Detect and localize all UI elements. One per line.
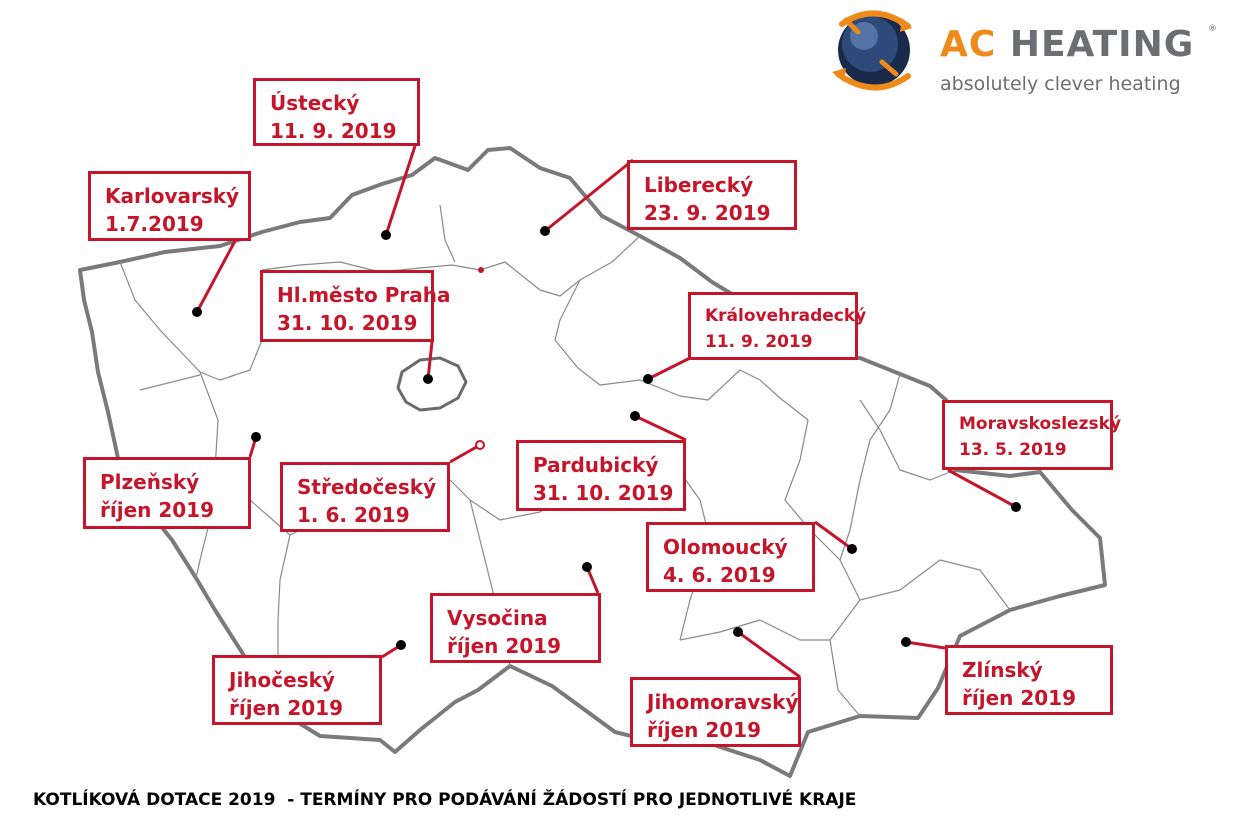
region-marker-dot [540, 226, 550, 236]
region-marker-dot [847, 544, 857, 554]
region-date: 31. 10. 2019 [533, 481, 674, 506]
region-label-moravskoslezsky: Moravskoslezský 13. 5. 2019 [942, 400, 1122, 470]
region-label-vysocina: Vysočina říjen 2019 [430, 593, 601, 663]
region-name: Vysočina [447, 606, 548, 630]
leader-line [634, 414, 687, 442]
region-date: 1. 6. 2019 [297, 503, 410, 528]
region-label-plzensky: Plzeňský říjen 2019 [83, 457, 251, 529]
region-marker-dot [582, 562, 592, 572]
brand-name: AC HEATING [940, 24, 1194, 65]
leader-line [647, 356, 691, 381]
region-name: Ústecký [270, 91, 360, 115]
region-date: 31. 10. 2019 [277, 311, 418, 336]
region-name: Jihočeský [229, 668, 335, 692]
leader-line [947, 468, 1017, 509]
leader-line [814, 520, 853, 551]
region-label-karlovarsky: Karlovarský 1.7.2019 [88, 171, 251, 241]
region-name: Moravskoslezský [959, 414, 1122, 434]
region-date: říjen 2019 [229, 696, 344, 721]
region-name: Pardubický [533, 453, 659, 477]
region-marker-dot [475, 440, 485, 450]
region-marker-dot [192, 307, 202, 317]
region-date: říjen 2019 [647, 718, 762, 743]
leader-line [737, 630, 801, 679]
region-label-ustecky: Ústecký 11. 9. 2019 [253, 78, 420, 146]
leader-line [384, 145, 417, 236]
region-label-jihomoravsky: Jihomoravský říjen 2019 [630, 677, 801, 747]
region-label-pardubicky: Pardubický 31. 10. 2019 [516, 440, 686, 511]
region-label-liberecky: Liberecký 23. 9. 2019 [627, 160, 797, 230]
region-date: 11. 9. 2019 [270, 119, 397, 144]
region-label-zlinsky: Zlínský říjen 2019 [945, 645, 1113, 715]
leader-line [544, 158, 634, 233]
brand-name-part2: HEATING [1009, 24, 1195, 65]
region-name: Jihomoravský [647, 690, 799, 714]
leader-line [905, 640, 946, 650]
region-date: říjen 2019 [100, 498, 215, 523]
region-marker-dot [733, 627, 743, 637]
region-date: říjen 2019 [962, 686, 1077, 711]
brand-tagline: absolutely clever heating [940, 73, 1181, 95]
region-label-kralovehradecky: Královehradecký 11. 9. 2019 [688, 292, 867, 360]
registered-mark: ® [1208, 24, 1217, 34]
region-label-olomoucky: Olomoucký 4. 6. 2019 [646, 522, 815, 592]
region-date: 1.7.2019 [105, 212, 204, 237]
region-name: Karlovarský [105, 184, 240, 208]
region-marker-dot [1011, 502, 1021, 512]
prague-outline [396, 356, 468, 412]
ac-heating-logo: AC HEATING ® absolutely clever heating [822, 4, 1222, 96]
region-label-stredocesky: Středočeský 1. 6. 2019 [280, 462, 450, 532]
region-label-jihocesky: Jihočeský říjen 2019 [212, 655, 382, 725]
region-marker-dot [251, 432, 261, 442]
brand-name-part1: AC [940, 24, 997, 65]
region-marker-dot [630, 411, 640, 421]
region-date: 11. 9. 2019 [705, 332, 813, 353]
region-name: Královehradecký [705, 306, 867, 326]
page-title: KOTLÍKOVÁ DOTACE 2019 - TERMÍNY PRO PODÁ… [33, 790, 857, 810]
region-date: říjen 2019 [447, 634, 562, 659]
region-name: Středočeský [297, 475, 437, 499]
region-marker-dot [901, 637, 911, 647]
red-map-dot [478, 267, 484, 273]
region-name: Olomoucký [663, 535, 788, 559]
region-label-praha: Hl.město Praha 31. 10. 2019 [260, 270, 451, 342]
region-marker-dot [396, 640, 406, 650]
region-name: Hl.město Praha [277, 283, 451, 307]
region-name: Zlínský [962, 658, 1043, 682]
region-date: 13. 5. 2019 [959, 440, 1067, 461]
leader-line [449, 443, 481, 464]
region-marker-dot [423, 374, 433, 384]
globe-arrows-icon [832, 10, 912, 91]
leader-line [426, 341, 434, 380]
region-marker-dot [381, 230, 391, 240]
leader-line [195, 240, 237, 313]
region-name: Liberecký [644, 173, 754, 197]
region-name: Plzeňský [100, 470, 200, 494]
region-marker-dot [643, 374, 653, 384]
region-date: 23. 9. 2019 [644, 201, 771, 226]
region-date: 4. 6. 2019 [663, 563, 776, 588]
